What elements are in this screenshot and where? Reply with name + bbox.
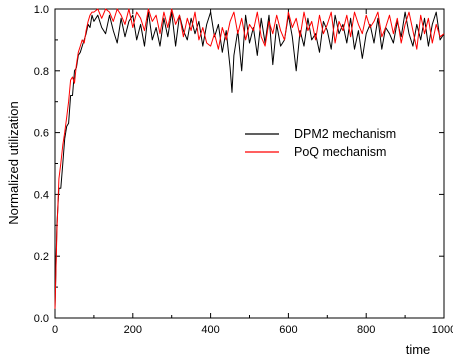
y-tick-label: 0.4 bbox=[34, 189, 49, 201]
y-tick-label: 1.0 bbox=[34, 4, 49, 16]
x-axis-title: time bbox=[406, 342, 431, 357]
legend-label-dpm2: DPM2 mechanism bbox=[294, 127, 396, 141]
legend: DPM2 mechanism PoQ mechanism bbox=[245, 127, 396, 159]
y-tick-label: 0.8 bbox=[34, 66, 49, 78]
x-tick-label: 200 bbox=[124, 324, 142, 336]
series-line-poq bbox=[54, 8, 445, 309]
y-tick-label: 0.6 bbox=[34, 128, 49, 140]
axis-ticks bbox=[54, 8, 445, 319]
plot-frame bbox=[54, 8, 445, 319]
y-axis-title: Normalized utilization bbox=[6, 101, 21, 225]
x-tick-label: 800 bbox=[357, 324, 375, 336]
y-tick-label: 0.0 bbox=[34, 313, 49, 325]
x-tick-label: 400 bbox=[201, 324, 219, 336]
y-tick-label: 0.2 bbox=[34, 251, 49, 263]
series-lines bbox=[54, 8, 445, 309]
x-tick-label: 600 bbox=[279, 324, 297, 336]
x-tick-label: 0 bbox=[52, 324, 58, 336]
legend-label-poq: PoQ mechanism bbox=[294, 145, 386, 159]
series-line-dpm2 bbox=[54, 11, 445, 309]
